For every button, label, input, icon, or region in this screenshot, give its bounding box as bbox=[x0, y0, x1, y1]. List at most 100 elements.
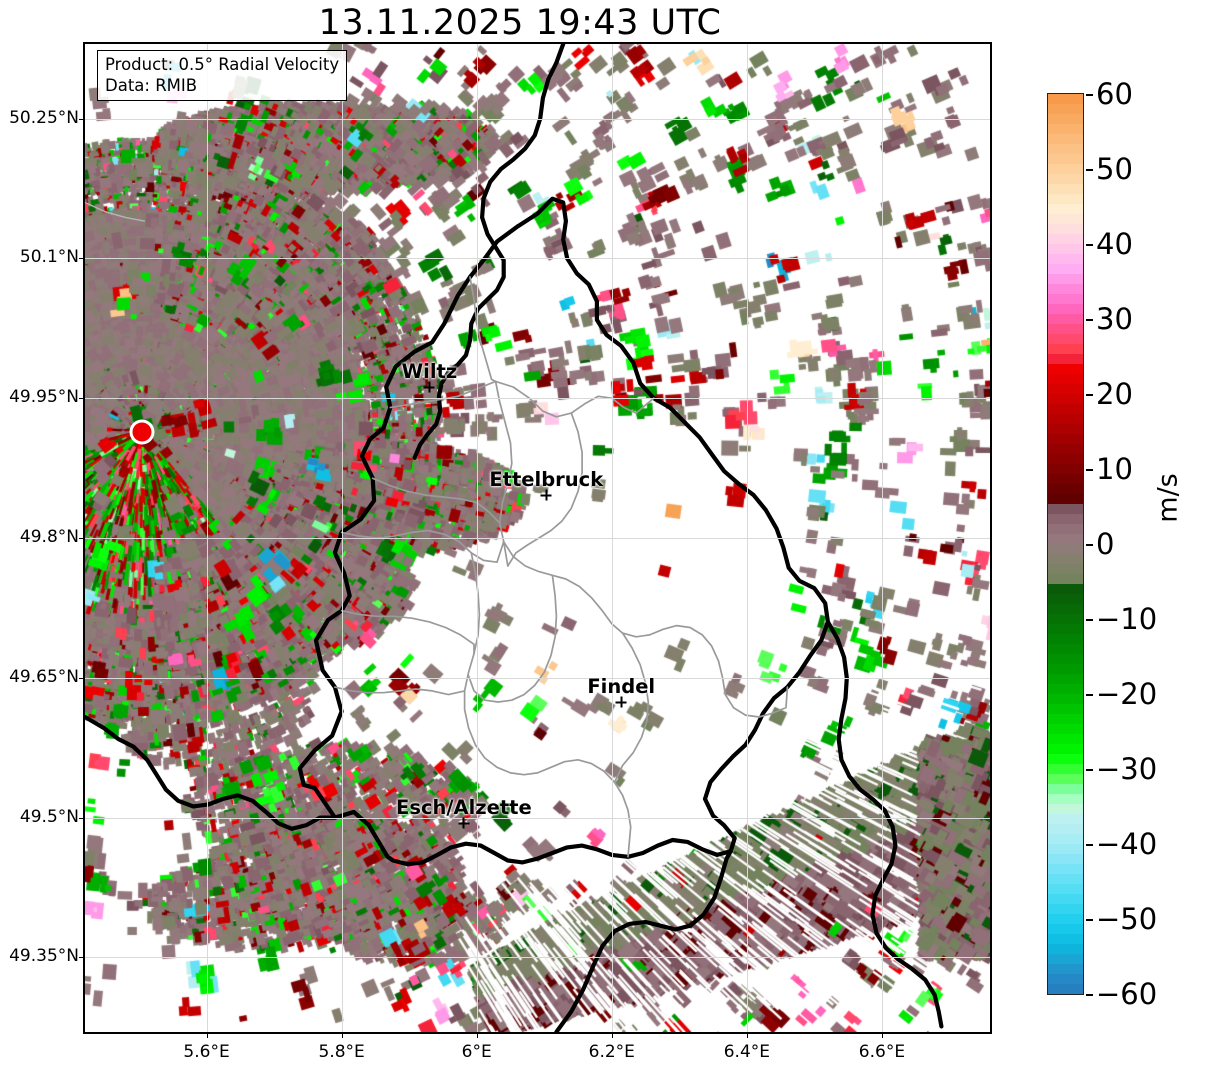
city-label-findel: Findel bbox=[587, 675, 656, 699]
colorbar-band bbox=[1048, 774, 1083, 784]
colorbar-tick-mark bbox=[1086, 394, 1093, 396]
gridline-horizontal bbox=[85, 817, 990, 819]
colorbar-band bbox=[1048, 644, 1083, 654]
colorbar-band bbox=[1048, 264, 1083, 274]
x-axis-tick-label: 6.6°E bbox=[858, 1042, 906, 1062]
y-tick-mark bbox=[79, 398, 83, 400]
x-tick-mark bbox=[746, 1034, 748, 1038]
colorbar-unit-label: m/s bbox=[1152, 473, 1184, 523]
colorbar-band bbox=[1048, 434, 1083, 444]
colorbar-band bbox=[1048, 294, 1083, 304]
colorbar-band bbox=[1048, 314, 1083, 324]
colorbar-band bbox=[1048, 704, 1083, 714]
colorbar-band bbox=[1048, 114, 1083, 124]
colorbar-tick-label: −40 bbox=[1096, 827, 1158, 861]
colorbar-band bbox=[1048, 154, 1083, 164]
colorbar-band bbox=[1048, 144, 1083, 154]
colorbar-band bbox=[1048, 834, 1083, 844]
colorbar-band bbox=[1048, 934, 1083, 944]
colorbar-band bbox=[1048, 964, 1083, 974]
info-data-line: Data: RMIB bbox=[105, 76, 198, 95]
colorbar-band bbox=[1048, 564, 1083, 574]
colorbar-band bbox=[1048, 224, 1083, 234]
colorbar-tick-mark bbox=[1086, 769, 1093, 771]
colorbar-band bbox=[1048, 624, 1083, 634]
x-axis-tick-label: 5.6°E bbox=[183, 1042, 230, 1062]
colorbar-band bbox=[1048, 754, 1083, 764]
colorbar-band bbox=[1048, 234, 1083, 244]
colorbar-band bbox=[1048, 824, 1083, 834]
city-marker-esch-alzette bbox=[458, 817, 470, 829]
colorbar-tick-mark bbox=[1086, 169, 1093, 171]
colorbar-tick-mark bbox=[1086, 844, 1093, 846]
colorbar-band bbox=[1048, 714, 1083, 724]
colorbar-band bbox=[1048, 364, 1083, 374]
colorbar[interactable] bbox=[1047, 93, 1084, 995]
y-axis-tick-label: 49.8°N bbox=[19, 527, 79, 547]
colorbar-band bbox=[1048, 904, 1083, 914]
x-tick-mark bbox=[341, 1034, 343, 1038]
y-tick-mark bbox=[79, 957, 83, 959]
colorbar-band bbox=[1048, 844, 1083, 854]
colorbar-band bbox=[1048, 284, 1083, 294]
y-tick-mark bbox=[79, 677, 83, 679]
colorbar-tick-mark bbox=[1086, 94, 1093, 96]
colorbar-band bbox=[1048, 464, 1083, 474]
colorbar-band bbox=[1048, 744, 1083, 754]
colorbar-tick-mark bbox=[1086, 619, 1093, 621]
gridline-horizontal bbox=[85, 957, 990, 959]
colorbar-tick-mark bbox=[1086, 319, 1093, 321]
city-label-wiltz: Wiltz bbox=[401, 360, 458, 384]
colorbar-band bbox=[1048, 864, 1083, 874]
radar-map-plot[interactable] bbox=[83, 42, 992, 1034]
plot-inner bbox=[85, 44, 990, 1032]
info-product-line: Product: 0.5° Radial Velocity bbox=[105, 55, 340, 74]
colorbar-band bbox=[1048, 954, 1083, 964]
colorbar-band bbox=[1048, 554, 1083, 564]
colorbar-tick-label: −30 bbox=[1096, 752, 1158, 786]
x-axis-tick-label: 6.4°E bbox=[723, 1042, 770, 1062]
colorbar-tick-mark bbox=[1086, 694, 1093, 696]
colorbar-tick-label: −60 bbox=[1096, 977, 1158, 1011]
x-axis-tick-label: 6°E bbox=[461, 1042, 492, 1062]
colorbar-band bbox=[1048, 514, 1083, 524]
product-info-box: Product: 0.5° Radial Velocity Data: RMIB bbox=[97, 50, 348, 101]
colorbar-band bbox=[1048, 384, 1083, 394]
colorbar-tick-label: −10 bbox=[1096, 602, 1158, 636]
colorbar-band bbox=[1048, 94, 1083, 104]
colorbar-band bbox=[1048, 974, 1083, 984]
colorbar-band bbox=[1048, 914, 1083, 924]
y-axis-tick-label: 50.1°N bbox=[19, 247, 79, 268]
colorbar-band bbox=[1048, 654, 1083, 664]
colorbar-band bbox=[1048, 784, 1083, 794]
colorbar-band bbox=[1048, 374, 1083, 384]
colorbar-band bbox=[1048, 474, 1083, 484]
colorbar-band bbox=[1048, 304, 1083, 314]
colorbar-band bbox=[1048, 574, 1083, 584]
colorbar-tick-label: 40 bbox=[1096, 227, 1133, 261]
colorbar-tick-label: 60 bbox=[1096, 77, 1133, 111]
colorbar-band bbox=[1048, 124, 1083, 134]
colorbar-tick-label: 50 bbox=[1096, 152, 1133, 186]
colorbar-band bbox=[1048, 584, 1083, 594]
colorbar-band bbox=[1048, 174, 1083, 184]
colorbar-band bbox=[1048, 404, 1083, 414]
colorbar-band bbox=[1048, 684, 1083, 694]
colorbar-tick-label: 30 bbox=[1096, 302, 1133, 336]
colorbar-tick-label: −20 bbox=[1096, 677, 1158, 711]
colorbar-band bbox=[1048, 344, 1083, 354]
colorbar-band bbox=[1048, 604, 1083, 614]
y-axis-tick-label: 49.35°N bbox=[9, 946, 79, 967]
colorbar-band bbox=[1048, 504, 1083, 514]
colorbar-band bbox=[1048, 594, 1083, 604]
y-axis-tick-label: 50.25°N bbox=[9, 107, 79, 128]
colorbar-band bbox=[1048, 254, 1083, 264]
colorbar-band bbox=[1048, 944, 1083, 954]
colorbar-band bbox=[1048, 184, 1083, 194]
gridline-horizontal bbox=[85, 258, 990, 260]
y-axis-tick-label: 49.5°N bbox=[19, 806, 79, 827]
city-marker-ettelbruck bbox=[540, 489, 552, 501]
colorbar-tick-mark bbox=[1086, 919, 1093, 921]
radar-site-marker bbox=[132, 422, 152, 442]
gridline-horizontal bbox=[85, 398, 990, 400]
